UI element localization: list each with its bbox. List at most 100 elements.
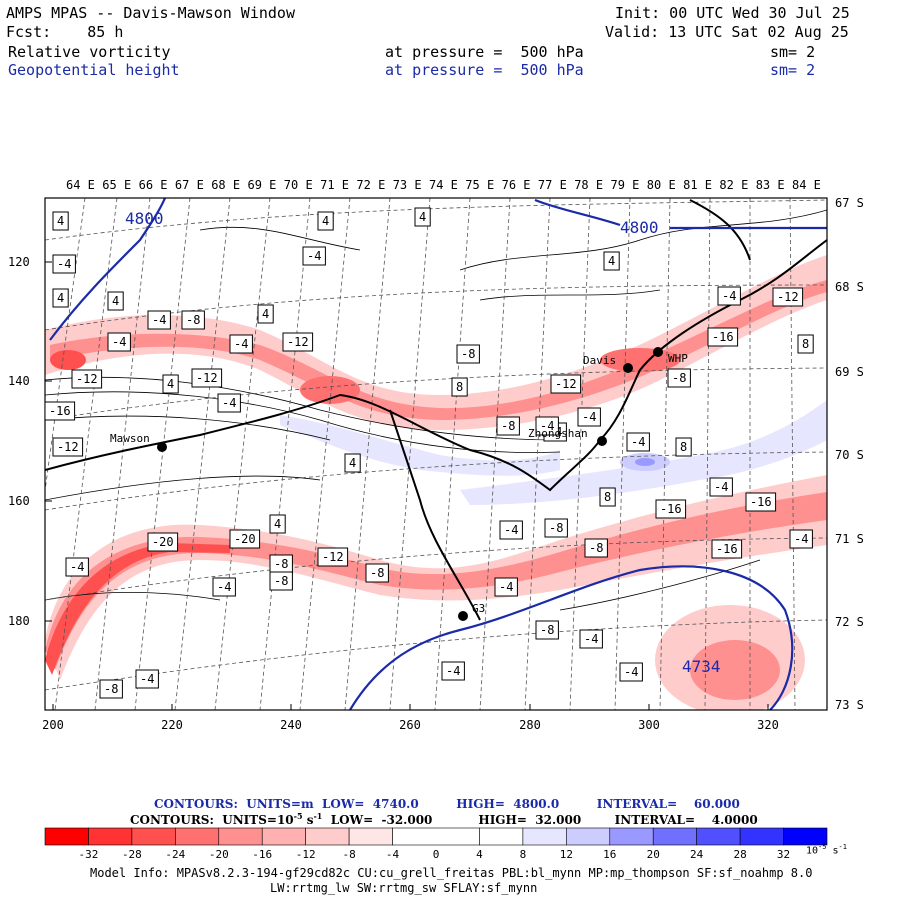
colorbar-tick-label: 24 — [690, 848, 704, 861]
svg-text:-8: -8 — [540, 623, 554, 637]
colorbar-swatch — [88, 827, 133, 846]
field1-level: at pressure = 500 hPa — [385, 43, 584, 61]
vorticity-label: -4 — [135, 669, 159, 689]
field2-level: at pressure = 500 hPa — [385, 61, 584, 79]
svg-text:4: 4 — [262, 307, 269, 321]
vorticity-contour-labels: 4 -4 4 4 -4 -4 -8 -4 4 -8 -12 4 -4 -12 4 -12 -16 -12 -4 4 8 -… — [44, 207, 814, 699]
field1-sm: sm= 2 — [770, 43, 816, 61]
svg-text:-8: -8 — [549, 521, 563, 535]
svg-text:-8: -8 — [104, 682, 118, 696]
svg-text:-16: -16 — [712, 330, 734, 344]
svg-text:8: 8 — [456, 380, 463, 394]
colorbar-unit-s: s — [832, 845, 839, 857]
longitude-label: 80 E — [647, 178, 676, 192]
latitude-label: 72 S — [835, 615, 864, 629]
vorticity-label: -4 — [535, 416, 559, 436]
colorbar-unit-base: 10 — [806, 845, 819, 857]
latitude-label: 68 S — [835, 280, 864, 294]
colorbar-tick-label: 28 — [733, 848, 746, 861]
latitude-label: 71 S — [835, 532, 864, 546]
y-tick-label: 180 — [8, 614, 30, 628]
svg-text:-4: -4 — [112, 335, 126, 349]
svg-text:-4: -4 — [222, 396, 236, 410]
vorticity-label: -4 — [579, 629, 603, 649]
vorticity-label: -12 — [282, 332, 314, 352]
svg-text:4: 4 — [57, 214, 64, 228]
colorbar-swatch — [261, 827, 306, 846]
vorticity-label: 4 — [107, 291, 124, 311]
svg-text:-12: -12 — [76, 372, 98, 386]
field2-sm: sm= 2 — [770, 61, 816, 79]
svg-text:-12: -12 — [322, 550, 344, 564]
svg-text:-8: -8 — [672, 371, 686, 385]
colorbar-tick-label: 32 — [777, 848, 790, 861]
x-tick-label: 220 — [161, 718, 183, 732]
longitude-label: 77 E — [538, 178, 567, 192]
vorticity-label: -8 — [365, 563, 389, 583]
latitude-label: 73 S — [835, 698, 864, 712]
svg-text:8: 8 — [604, 490, 611, 504]
longitude-label: 71 E — [320, 178, 349, 192]
colorbar-tick-label: -12 — [296, 848, 316, 861]
vorticity-label: -4 — [441, 661, 465, 681]
svg-text:-4: -4 — [234, 337, 248, 351]
longitude-label: 66 E — [139, 178, 168, 192]
vorticity-label: -8 — [544, 518, 568, 538]
field1-name: Relative vorticity — [8, 43, 171, 61]
latitude-labels: 67 S 68 S 69 S 70 S 71 S 72 S 73 S — [835, 196, 864, 712]
height-contours — [49, 198, 827, 710]
station-label: G3 — [472, 602, 485, 615]
fcst-label: Fcst: — [6, 23, 52, 41]
y-tick-label: 160 — [8, 494, 30, 508]
vorticity-range: LOW= -32.000 HIGH= 32.000 INTERVAL= 4.00… — [322, 813, 758, 827]
colorbar-swatch — [392, 827, 480, 846]
vorticity-label: 4 — [52, 288, 69, 308]
svg-text:-8: -8 — [501, 419, 515, 433]
vorticity-label: 4 — [257, 304, 274, 324]
colorbar-tick-label: -28 — [122, 848, 142, 861]
svg-text:8: 8 — [802, 337, 809, 351]
vorticity-contour-legend: CONTOURS: UNITS=10-5 s-1 LOW= -32.000 HI… — [130, 811, 758, 827]
vorticity-label: -4 — [107, 332, 131, 352]
vorticity-label: -16 — [711, 539, 743, 559]
colorbar-tick-label: 20 — [647, 848, 660, 861]
longitude-label: 75 E — [465, 178, 494, 192]
colorbar-tick-label: 4 — [476, 848, 483, 861]
longitude-label: 74 E — [429, 178, 458, 192]
vorticity-units: CONTOURS: UNITS=10 — [130, 813, 294, 827]
y-tick-label: 120 — [8, 255, 30, 269]
valid-time: Valid: 13 UTC Sat 02 Aug 25 — [605, 23, 849, 41]
vorticity-label: -12 — [550, 374, 582, 394]
colorbar-tick-label: -4 — [386, 848, 400, 861]
station-label: Zhongshan — [528, 427, 588, 440]
svg-text:-16: -16 — [750, 495, 772, 509]
x-grid-ticks: 200 220 240 260 280 300 320 — [42, 704, 779, 732]
x-tick-label: 280 — [519, 718, 541, 732]
colorbar-swatch — [696, 827, 741, 846]
svg-text:4: 4 — [57, 291, 64, 305]
vorticity-label: -8 — [181, 310, 205, 330]
vorticity-label: 4 — [269, 514, 286, 534]
svg-text:-8: -8 — [186, 313, 200, 327]
svg-text:4: 4 — [322, 214, 329, 228]
vorticity-label: -16 — [745, 492, 777, 512]
vorticity-label: -12 — [71, 369, 103, 389]
svg-text:4: 4 — [419, 210, 426, 224]
svg-text:-8: -8 — [274, 557, 288, 571]
vorticity-label: -16 — [655, 499, 687, 519]
vorticity-label: -4 — [789, 529, 813, 549]
latitude-label: 67 S — [835, 196, 864, 210]
vorticity-label: -4 — [65, 557, 89, 577]
init-time: Init: 00 UTC Wed 30 Jul 25 — [615, 4, 850, 22]
vorticity-label: -4 — [229, 334, 253, 354]
vorticity-label: 8 — [675, 437, 692, 457]
svg-text:-12: -12 — [196, 371, 218, 385]
station-dot — [597, 436, 607, 446]
plot-frame — [44, 197, 828, 711]
meridian-lines — [45, 198, 796, 710]
colorbar-swatch — [44, 827, 89, 846]
colorbar-ticks: -32 -28 -24 -20 -16 -12 -8 -4 0 4 8 12 16 20 24 28 32 — [79, 848, 791, 861]
svg-text:-4: -4 — [70, 560, 84, 574]
svg-text:-4: -4 — [57, 257, 71, 271]
colorbar-tick-label: -8 — [342, 848, 355, 861]
